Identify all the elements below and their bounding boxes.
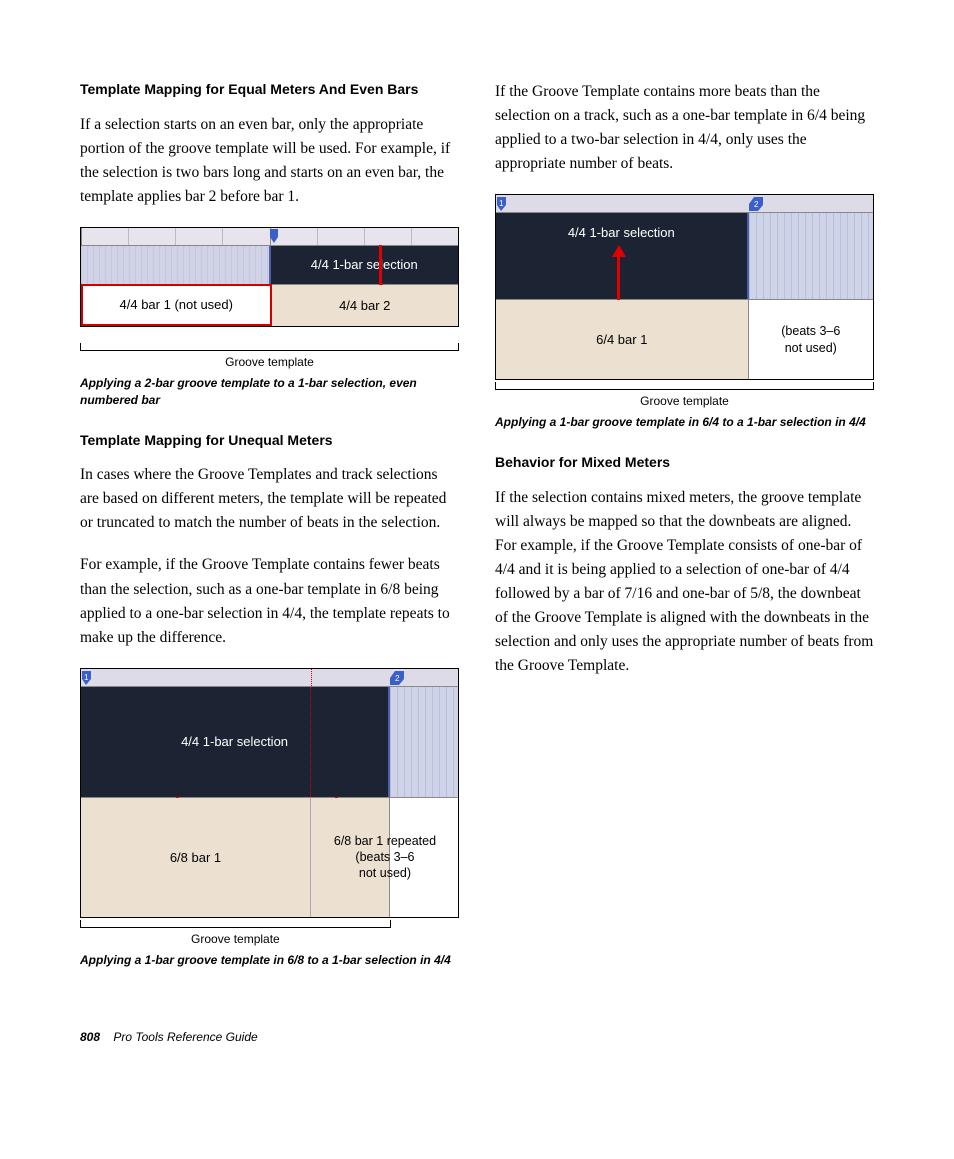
fig2-groove-label: Groove template [80, 932, 391, 946]
two-column-layout: Template Mapping for Equal Meters And Ev… [80, 80, 874, 990]
fig1-groove-label: Groove template [80, 355, 459, 369]
fig2-bar1-label: 6/8 bar 1 [170, 850, 221, 865]
fig2-flag-2-icon: 2 [390, 671, 400, 683]
fig1-unselected-region [81, 246, 271, 284]
fig3-unused-cell: (beats 3–6 not used) [749, 300, 873, 379]
fig3-after-region [749, 213, 873, 299]
guide-title: Pro Tools Reference Guide [113, 1030, 257, 1044]
fig1-bar2-cell: 4/4 bar 2 [272, 284, 459, 326]
fig1-bracket [80, 343, 459, 351]
fig1-selection-label: 4/4 1-bar selection [311, 257, 418, 272]
page-footer: 808 Pro Tools Reference Guide [80, 1030, 874, 1044]
fig1-caption: Applying a 2-bar groove template to a 1-… [80, 375, 459, 409]
fig1-ruler [81, 228, 458, 246]
heading-mixed-meters: Behavior for Mixed Meters [495, 453, 874, 472]
fig2-caption: Applying a 1-bar groove template in 6/8 … [80, 952, 459, 969]
para-more-beats: If the Groove Template contains more bea… [495, 80, 874, 176]
fig2-bar1-cell: 6/8 bar 1 [81, 798, 311, 917]
left-column: Template Mapping for Equal Meters And Ev… [80, 80, 459, 990]
right-column: If the Groove Template contains more bea… [495, 80, 874, 990]
fig2-ruler: 1 2 [81, 669, 458, 687]
fig3-bracket [495, 382, 874, 390]
fig2-flag-1-icon: 1 [82, 671, 92, 683]
fig2-bar2-label-a: 6/8 bar 1 repeated [334, 834, 436, 848]
fig2-bar2-label-c: not used) [359, 866, 411, 880]
fig3-bar1-cell: 6/4 bar 1 [496, 300, 749, 379]
fig3-selection-label: 4/4 1-bar selection [568, 225, 675, 240]
fig2-bar2-cell: 6/8 bar 1 repeated (beats 3–6 not used) [311, 798, 390, 917]
figure-3: 1 2 4/4 1-bar selection 6/4 bar 1 [495, 194, 874, 380]
fig3-caption: Applying a 1-bar groove template in 6/4 … [495, 414, 874, 431]
fig3-arrow-stem [617, 256, 620, 300]
para-mixed-meters: If the selection contains mixed meters, … [495, 486, 874, 678]
fig3-flag-1-icon: 1 [497, 197, 509, 214]
fig2-after-region [390, 687, 458, 797]
heading-equal-meters: Template Mapping for Equal Meters And Ev… [80, 80, 459, 99]
fig3-flag-2-icon: 2 [749, 197, 763, 214]
fig3-groove-label: Groove template [495, 394, 874, 408]
svg-text:1: 1 [499, 199, 504, 208]
fig2-selection-region: 4/4 1-bar selection [81, 687, 390, 797]
fig3-rest-a: (beats 3–6 [781, 323, 840, 339]
fig1-bar2-label: 4/4 bar 2 [339, 298, 390, 313]
fig1-bar1-cell: 4/4 bar 1 (not used) [81, 284, 272, 326]
fig1-selection-region: 4/4 1-bar selection [271, 246, 459, 284]
figure-1: 4/4 1-bar selection 4/4 bar 1 (not used)… [80, 227, 459, 327]
fig2-bracket [80, 920, 391, 928]
figure-2: 1 2 4/4 1-bar selection [80, 668, 459, 918]
svg-text:2: 2 [395, 674, 400, 683]
page-number: 808 [80, 1030, 100, 1044]
para-unequal-1: In cases where the Groove Templates and … [80, 463, 459, 535]
para-unequal-2: For example, if the Groove Template cont… [80, 553, 459, 649]
fig1-bar1-label: 4/4 bar 1 (not used) [120, 297, 233, 312]
fig2-bar2-label-b: (beats 3–6 [355, 850, 414, 864]
para-equal-meters: If a selection starts on an even bar, on… [80, 113, 459, 209]
svg-text:2: 2 [754, 200, 759, 209]
heading-unequal-meters: Template Mapping for Unequal Meters [80, 431, 459, 450]
fig3-rest-b: not used) [785, 340, 837, 356]
fig3-bar1-label: 6/4 bar 1 [596, 332, 647, 347]
fig1-marker-icon [270, 229, 280, 245]
fig2-dotted-line [311, 669, 312, 686]
svg-text:1: 1 [84, 673, 89, 682]
fig3-ruler: 1 2 [496, 195, 873, 213]
fig2-selection-label: 4/4 1-bar selection [181, 734, 288, 749]
